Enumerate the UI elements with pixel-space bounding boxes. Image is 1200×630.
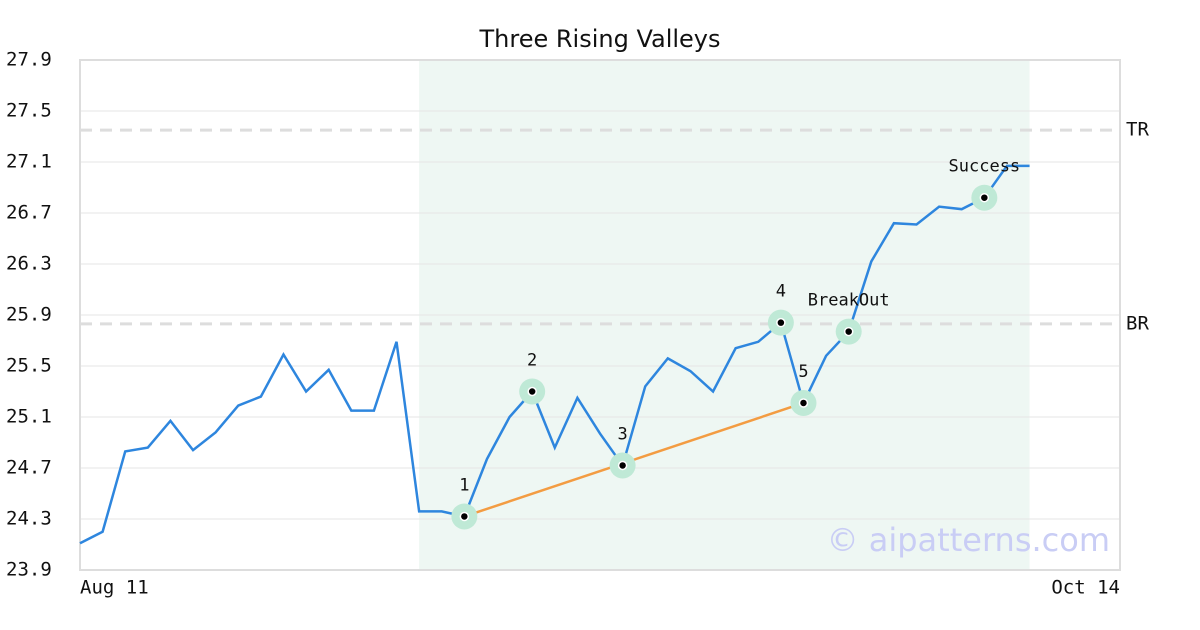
marker-label: 2 <box>527 351 537 371</box>
marker-dot <box>617 460 628 471</box>
marker-label: BreakOut <box>808 291 890 311</box>
x-tick-label: Oct 14 <box>1051 577 1120 599</box>
y-tick-label: 27.9 <box>6 49 52 71</box>
marker-dot <box>843 326 854 337</box>
marker-dot <box>459 511 470 522</box>
reference-label: TR <box>1126 119 1149 141</box>
chart-title: Three Rising Valleys <box>478 25 720 53</box>
y-tick-label: 24.3 <box>6 508 52 530</box>
marker-dot <box>527 386 537 397</box>
y-tick-label: 24.7 <box>6 457 52 479</box>
y-tick-label: 23.9 <box>6 559 52 581</box>
watermark: © aipatterns.com <box>827 521 1110 559</box>
marker-label: 5 <box>798 362 808 382</box>
x-tick-label: Aug 11 <box>80 577 149 599</box>
y-tick-label: 25.9 <box>6 304 52 326</box>
marker-label: Success <box>949 157 1021 177</box>
marker-label: 4 <box>776 282 786 302</box>
y-tick-label: 25.5 <box>6 355 52 377</box>
marker-dot <box>776 317 786 328</box>
y-tick-label: 25.1 <box>6 406 52 428</box>
y-tick-label: 26.7 <box>6 202 52 224</box>
marker-label: 1 <box>459 475 469 495</box>
reference-label: BR <box>1126 312 1149 334</box>
price-line <box>79 164 1030 545</box>
y-tick-label: 27.5 <box>6 100 52 122</box>
y-tick-label: 27.1 <box>6 151 52 173</box>
plot-frame <box>79 59 1121 571</box>
marker-dot <box>798 398 809 408</box>
marker-label: 3 <box>617 424 627 444</box>
marker-dot <box>979 192 990 203</box>
y-tick-label: 26.3 <box>6 253 52 275</box>
